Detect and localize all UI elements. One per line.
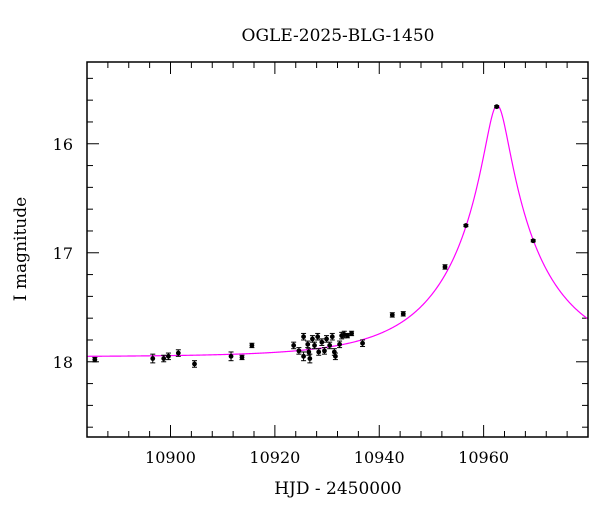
point-marker	[324, 336, 329, 342]
y-tick-label: 16	[53, 135, 73, 154]
data-point	[360, 339, 366, 348]
data-points	[92, 104, 536, 368]
data-point	[92, 356, 98, 363]
data-point	[400, 311, 406, 317]
data-point	[309, 335, 315, 343]
data-point	[301, 332, 307, 341]
point-marker	[296, 348, 302, 354]
point-marker	[494, 104, 500, 110]
data-point	[312, 341, 318, 350]
point-marker	[150, 356, 156, 361]
data-point	[321, 347, 327, 355]
y-tick-label: 17	[53, 244, 73, 263]
point-marker	[349, 331, 354, 336]
data-point	[494, 104, 500, 110]
point-marker	[400, 311, 406, 317]
x-axis-label: HJD - 2450000	[274, 479, 402, 499]
model-curve	[86, 104, 588, 357]
point-marker	[301, 353, 306, 359]
model-curve-group	[86, 104, 588, 357]
data-point	[319, 338, 325, 346]
point-marker	[389, 312, 395, 318]
point-marker	[312, 343, 317, 348]
point-marker	[530, 238, 536, 244]
data-point	[315, 332, 321, 341]
x-tick-label: 10940	[354, 448, 405, 467]
data-point	[239, 354, 245, 361]
data-point	[301, 351, 307, 362]
data-point	[175, 349, 181, 357]
point-marker	[319, 339, 325, 345]
point-marker	[310, 336, 315, 342]
chart-title: OGLE-2025-BLG-1450	[242, 26, 435, 46]
x-tick-label: 10920	[249, 448, 300, 467]
point-marker	[315, 334, 321, 340]
point-marker	[161, 356, 167, 361]
data-point	[530, 238, 536, 244]
data-point	[332, 352, 338, 361]
point-marker	[463, 223, 469, 228]
plot-frame	[86, 61, 589, 438]
point-marker	[291, 343, 297, 348]
point-marker	[305, 341, 311, 347]
data-point	[305, 340, 311, 349]
point-marker	[249, 343, 255, 348]
data-point	[337, 340, 343, 349]
point-marker	[301, 334, 306, 340]
data-point	[463, 223, 469, 228]
x-tick-label: 10960	[458, 448, 509, 467]
data-point	[296, 347, 302, 355]
point-marker	[228, 353, 234, 359]
point-marker	[329, 334, 335, 340]
point-marker	[175, 350, 181, 356]
point-marker	[327, 343, 333, 348]
data-point	[329, 332, 335, 341]
axis-ticks: 10900 10920 10940 10960 16 17 18	[53, 62, 589, 467]
point-marker	[345, 333, 350, 339]
data-point	[150, 353, 156, 364]
point-marker	[360, 340, 365, 346]
point-marker	[166, 353, 171, 359]
data-point	[249, 342, 255, 349]
data-point	[324, 335, 330, 343]
data-point	[349, 330, 355, 337]
y-axis-label: I magnitude	[11, 197, 31, 301]
point-marker	[337, 341, 342, 347]
point-marker	[322, 348, 327, 354]
data-point	[165, 352, 171, 361]
data-point	[291, 341, 297, 350]
data-point	[307, 353, 313, 364]
data-point	[389, 312, 395, 318]
data-point	[442, 264, 448, 270]
y-tick-label: 18	[53, 353, 73, 372]
x-tick-label: 10900	[145, 448, 196, 467]
point-marker	[316, 349, 322, 355]
point-marker	[331, 349, 337, 355]
data-point	[316, 348, 322, 356]
point-marker	[192, 361, 197, 367]
data-point	[344, 332, 350, 339]
point-marker	[442, 264, 448, 270]
data-point	[161, 354, 167, 363]
point-marker	[239, 355, 245, 360]
data-point	[228, 351, 234, 362]
point-marker	[306, 349, 312, 355]
point-marker	[92, 357, 98, 363]
point-marker	[307, 356, 313, 361]
data-point	[339, 331, 345, 340]
data-point	[192, 360, 198, 368]
data-point	[327, 341, 333, 350]
point-marker	[333, 353, 338, 359]
